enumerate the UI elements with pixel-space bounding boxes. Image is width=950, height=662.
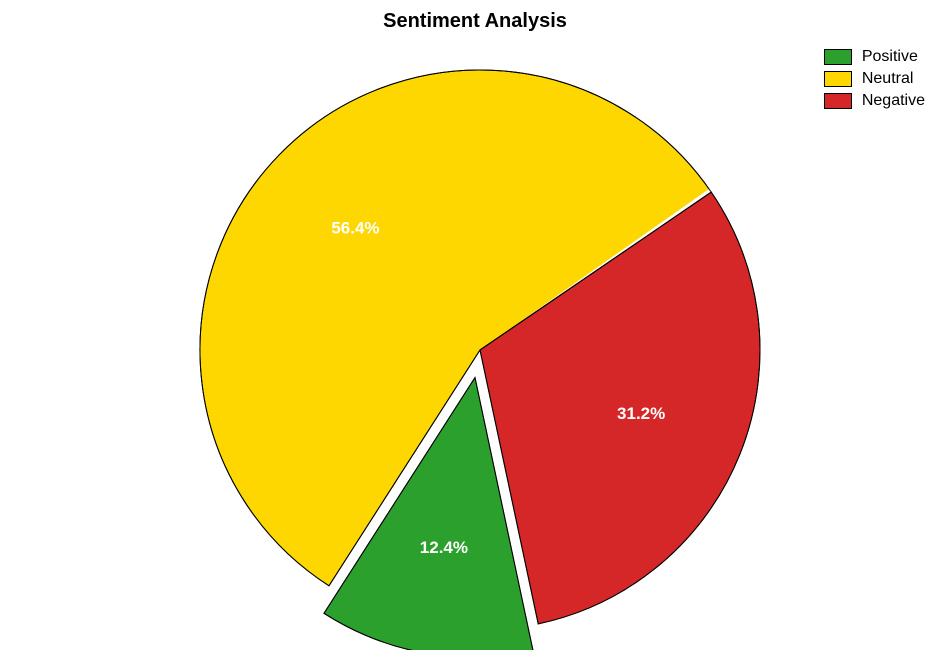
- pie-svg: 12.4% 56.4% 31.2%: [180, 50, 780, 650]
- sentiment-pie-chart: Sentiment Analysis 12.4% 56.4% 31.2% Posit…: [0, 0, 950, 662]
- legend-item-positive: Positive: [824, 48, 925, 66]
- legend-item-neutral: Neutral: [824, 70, 925, 88]
- slice-label-positive: 12.4%: [420, 538, 468, 557]
- legend-label: Positive: [862, 48, 918, 66]
- chart-title: Sentiment Analysis: [0, 10, 950, 33]
- legend-swatch: [824, 71, 852, 87]
- slice-label-negative: 31.2%: [617, 404, 665, 423]
- slice-label-neutral: 56.4%: [331, 219, 379, 238]
- legend-swatch: [824, 49, 852, 65]
- legend: Positive Neutral Negative: [824, 48, 925, 114]
- legend-label: Negative: [862, 92, 925, 110]
- legend-item-negative: Negative: [824, 92, 925, 110]
- legend-label: Neutral: [862, 70, 914, 88]
- legend-swatch: [824, 93, 852, 109]
